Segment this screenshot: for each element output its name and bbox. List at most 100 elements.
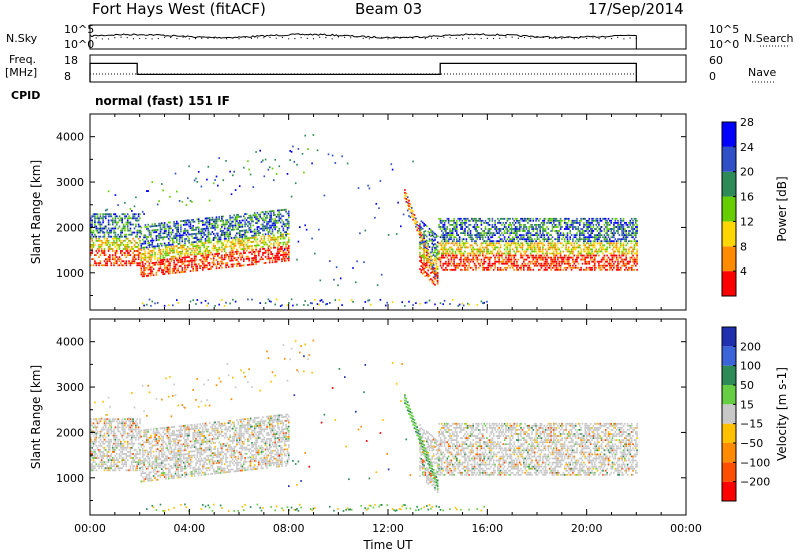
nave-label: Nave [748,66,777,79]
noise-search-point [114,37,116,39]
noise-search-point [207,37,209,40]
noise-search-point [300,37,302,39]
colorbar-tick-label: 15 [740,398,754,411]
noise-search-point [170,36,172,39]
x-tick-label: 04:00 [173,522,205,535]
colorbar-swatch [722,365,736,385]
noise-search-point [331,38,333,40]
noise-search-point [238,38,240,40]
noise-search-point [610,38,613,40]
colorbar-tick-label: 24 [740,141,754,154]
freq-label: Freq. [9,53,37,66]
beam-label: Beam 03 [355,0,423,18]
noise-search-point [567,36,569,39]
noise-search-point [474,37,476,39]
colorbar-tick-label: 100 [740,360,761,373]
noise-search-point [536,36,538,39]
noise-search-point [617,36,619,38]
colorbar-frame [721,121,737,297]
noise-search-point [461,38,464,40]
colorbar-tick-label: −15 [740,418,763,431]
noise-search-point [312,38,315,40]
noise-search-point [418,36,420,38]
noise-tick-left: 10^0 [64,38,94,51]
colorbar-swatch [722,385,736,405]
noise-search-point [573,38,575,40]
colorbar-tick-label: 8 [740,240,747,253]
colorbar-tick-label: 50 [740,379,754,392]
noise-search-point [337,36,339,38]
noise-search-point [219,37,221,39]
colorbar-frame [721,326,737,502]
noise-search-point [213,37,215,39]
noise-search-point [412,37,414,39]
noise-search-point [629,37,631,39]
noise-search-point [449,37,451,39]
x-tick-label: 00:00 [74,522,106,535]
x-tick-label: 16:00 [471,522,503,535]
colorbar-tick-label: 28 [740,116,754,129]
colorbar-tick-label: 200 [740,340,761,353]
colorbar-swatch [722,146,736,172]
colorbar-swatch [722,346,736,366]
noise-search-point [269,36,271,38]
colorbar-label: Power [dB] [775,176,789,241]
noise-search-point [139,37,141,40]
noise-search-point [579,36,582,38]
noise-search-point [194,38,197,40]
noise-search-point [623,38,625,40]
noise-search-point [343,36,346,38]
noise-search-point [176,37,178,40]
noise-search-point [244,36,246,39]
heatmap-cells-power [90,134,638,307]
noise-search-point [443,36,445,38]
noise-search-point [437,37,439,40]
colorbar-swatch [722,271,736,296]
noise-search-point [542,36,544,39]
noise-tick-left: 10^5 [64,23,94,36]
colorbar-tick-label: −200 [740,476,770,489]
y-tick-label: 3000 [56,381,84,394]
colorbar-tick-label: −100 [740,456,770,469]
noise-search-point [263,37,265,39]
colorbar-swatch [722,404,736,424]
y-tick-label: 3000 [56,176,84,189]
noise-search-point [517,37,519,39]
noise-search-point [592,37,594,39]
y-tick-label: 4000 [56,336,84,349]
noise-search-point [275,37,277,39]
x-tick-label: 00:00 [670,522,702,535]
noise-search-point [151,38,153,40]
noise-tick-right: 10^5 [709,23,739,36]
noise-search-point [294,38,296,40]
noise-search-point [163,36,166,39]
date-label: 17/Sep/2014 [588,0,684,18]
noise-search-point [523,36,526,39]
noise-search-point [319,36,321,38]
freq-panel-frame [89,54,687,83]
noise-search-point [387,38,389,40]
nsearch-label: N.Search [744,32,794,45]
colorbar-swatch [722,462,736,482]
noise-search-point [505,36,507,38]
noise-search-point [257,37,259,39]
nave-tick-right: 60 [709,54,723,67]
noise-search-point [145,37,147,40]
noise-search-point [288,38,290,40]
y-tick-label: 4000 [56,131,84,144]
cpid-text: normal (fast) 151 IF [95,94,230,108]
noise-search-point [362,37,364,39]
noise-search-point [201,37,203,39]
noise-search-point [281,36,284,39]
noise-search-point [225,38,228,40]
noise-search-point [325,37,327,39]
noise-search-point [424,38,426,40]
noise-search-point [374,36,377,38]
freq-tick-left: 8 [64,70,71,83]
noise-search-point [561,38,563,40]
noise-search-point [132,38,135,40]
freq-line [89,62,637,83]
noise-search-point [120,36,122,38]
noise-search-point [381,36,383,39]
